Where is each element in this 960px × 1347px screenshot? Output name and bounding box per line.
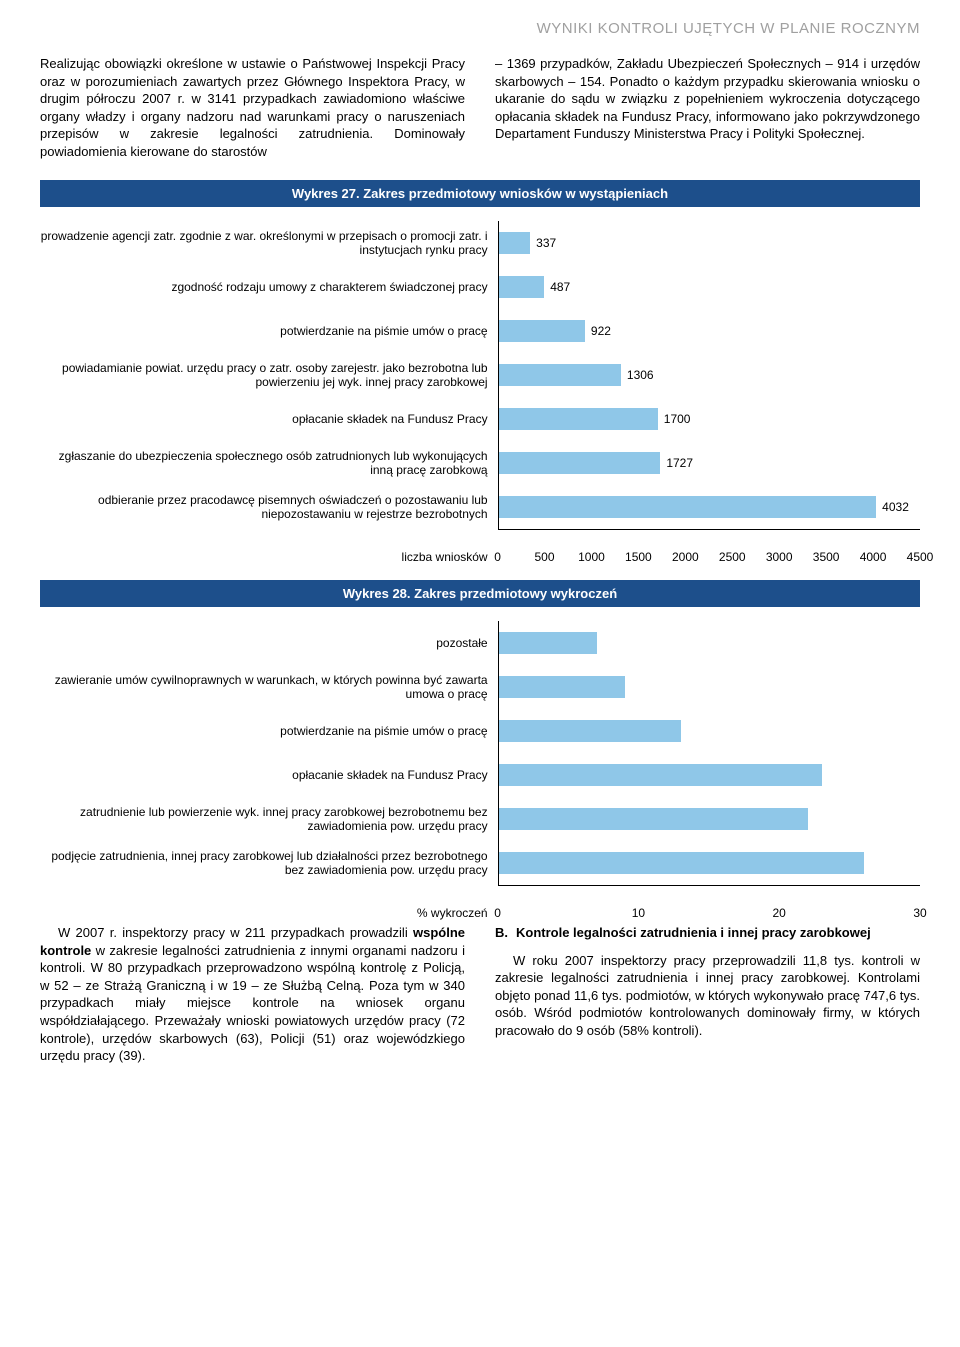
section-b-letter: B.	[495, 924, 508, 942]
x-tick: 4000	[860, 550, 887, 564]
chart-bar	[499, 852, 864, 874]
axis-label: liczba wniosków	[40, 550, 498, 568]
chart-bar	[499, 408, 658, 430]
x-tick: 30	[913, 906, 926, 920]
chart-bar	[499, 720, 682, 742]
x-tick: 0	[494, 906, 501, 920]
outro-right-body: W roku 2007 inspektorzy pracy przeprowad…	[495, 952, 920, 1040]
outro-columns: W 2007 r. inspektorzy pracy w 211 przypa…	[40, 924, 920, 1064]
chart-bar	[499, 320, 585, 342]
chart-row-label: zgodność rodzaju umowy z charakterem świ…	[40, 265, 498, 309]
chart-row-label: prowadzenie agencji zatr. zgodnie z war.…	[40, 221, 498, 265]
x-tick: 10	[632, 906, 645, 920]
axis-label: % wykroczeń	[40, 906, 498, 924]
chart28: pozostałezawieranie umów cywilnoprawnych…	[40, 621, 920, 924]
x-tick: 4500	[907, 550, 934, 564]
bar-value-label: 922	[591, 324, 611, 338]
chart-row-label: zawieranie umów cywilnoprawnych w warunk…	[40, 665, 498, 709]
chart-bar	[499, 276, 545, 298]
chart27: prowadzenie agencji zatr. zgodnie z war.…	[40, 221, 920, 568]
x-tick: 20	[773, 906, 786, 920]
x-tick: 1500	[625, 550, 652, 564]
chart-row-label: podjęcie zatrudnienia, innej pracy zarob…	[40, 841, 498, 885]
x-tick: 500	[535, 550, 555, 564]
intro-left: Realizując obowiązki określone w ustawie…	[40, 55, 465, 160]
page-header: WYNIKI KONTROLI UJĘTYCH W PLANIE ROCZNYM	[40, 20, 920, 37]
chart-bar	[499, 808, 808, 830]
outro-left: W 2007 r. inspektorzy pracy w 211 przypa…	[40, 924, 465, 1064]
x-tick: 1000	[578, 550, 605, 564]
chart28-title: Wykres 28. Zakres przedmiotowy wykroczeń	[40, 580, 920, 607]
chart-row-label: odbieranie przez pracodawcę pisemnych oś…	[40, 485, 498, 529]
chart-row-label: powiadamianie powiat. urzędu pracy o zat…	[40, 353, 498, 397]
outro-right: B. Kontrole legalności zatrudnienia i in…	[495, 924, 920, 1064]
x-tick: 2500	[719, 550, 746, 564]
bar-value-label: 4032	[882, 500, 909, 514]
bar-value-label: 487	[550, 280, 570, 294]
bar-value-label: 1727	[666, 456, 693, 470]
outro-left-1: W 2007 r. inspektorzy pracy w 211 przypa…	[58, 925, 413, 940]
section-b-heading: B. Kontrole legalności zatrudnienia i in…	[495, 924, 920, 942]
chart-bar	[499, 364, 621, 386]
chart-row-label: pozostałe	[40, 621, 498, 665]
chart27-title: Wykres 27. Zakres przedmiotowy wniosków …	[40, 180, 920, 207]
chart-row-label: potwierdzanie na piśmie umów o pracę	[40, 709, 498, 753]
chart-bar	[499, 232, 531, 254]
bar-value-label: 337	[536, 236, 556, 250]
chart-bar	[499, 452, 661, 474]
chart-row-label: opłacanie składek na Fundusz Pracy	[40, 397, 498, 441]
intro-columns: Realizując obowiązki określone w ustawie…	[40, 55, 920, 160]
section-b-title: Kontrole legalności zatrudnienia i innej…	[516, 924, 871, 942]
x-tick: 3500	[813, 550, 840, 564]
x-tick: 3000	[766, 550, 793, 564]
chart-row-label: opłacanie składek na Fundusz Pracy	[40, 753, 498, 797]
chart-row-label: zatrudnienie lub powierzenie wyk. innej …	[40, 797, 498, 841]
chart-bar	[499, 676, 625, 698]
bar-value-label: 1700	[664, 412, 691, 426]
bar-value-label: 1306	[627, 368, 654, 382]
x-tick: 2000	[672, 550, 699, 564]
chart-bar	[499, 764, 822, 786]
chart-bar	[499, 496, 877, 518]
chart-bar	[499, 632, 597, 654]
outro-left-2: w zakresie legalności zatrudnienia z inn…	[40, 943, 465, 1063]
intro-right: – 1369 przypadków, Zakładu Ubezpieczeń S…	[495, 55, 920, 160]
chart-row-label: potwierdzanie na piśmie umów o pracę	[40, 309, 498, 353]
x-tick: 0	[494, 550, 501, 564]
chart-row-label: zgłaszanie do ubezpieczenia społecznego …	[40, 441, 498, 485]
